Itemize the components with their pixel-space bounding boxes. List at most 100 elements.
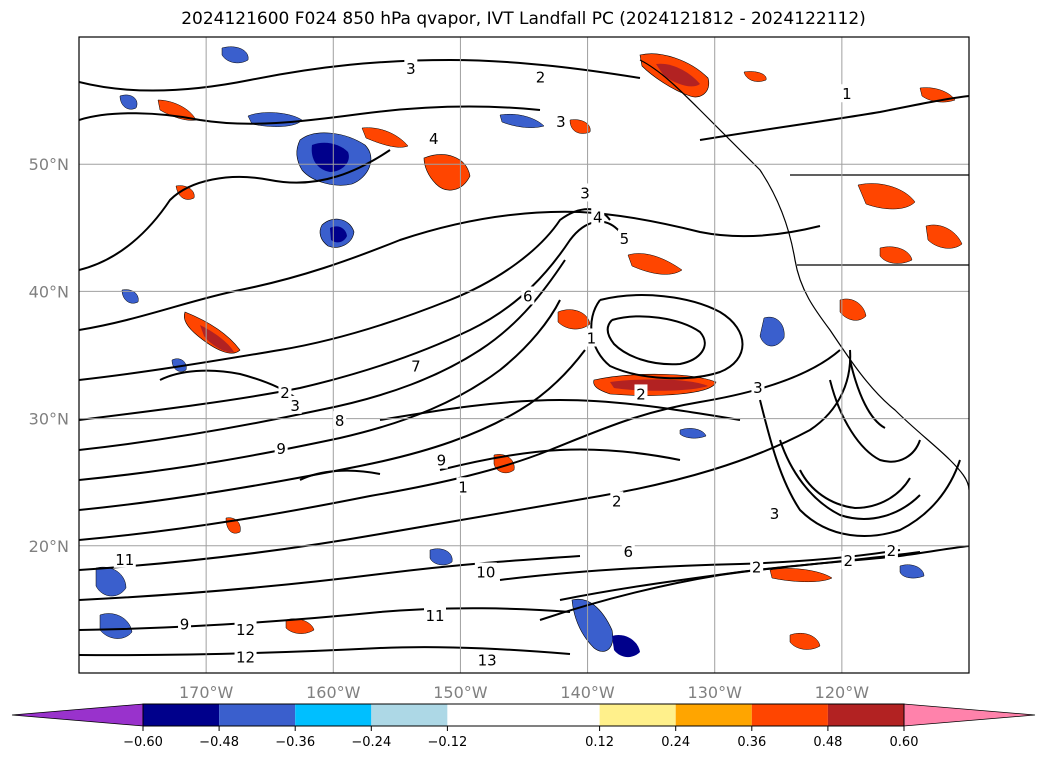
contour-label: 2	[612, 492, 622, 510]
contour-label: 4	[429, 130, 439, 148]
lat-tick-label: 40°N	[29, 282, 69, 301]
contour-label-bg	[476, 650, 499, 669]
contour-label: 3	[753, 379, 763, 397]
contour-label-bg	[621, 542, 635, 561]
lat-tick-label: 50°N	[29, 155, 69, 174]
contour-label: 2	[752, 558, 762, 576]
lon-tick-label: 170°W	[179, 683, 234, 702]
latitude-tick-labels: 20°N 30°N 40°N 50°N	[29, 155, 69, 556]
contour-label: 13	[478, 651, 497, 669]
contour-label-bg	[521, 286, 535, 305]
colorbar-segment	[599, 704, 676, 726]
contour-label-bg	[434, 450, 448, 469]
contour-label: 12	[236, 649, 255, 667]
contour-label: 12	[236, 621, 255, 639]
colorbar-segment	[371, 704, 448, 726]
colorbar-segment	[447, 704, 600, 726]
colorbar-tick-label: 0.12	[585, 735, 614, 750]
contour-label-bg	[884, 540, 898, 559]
contour-line-layer	[79, 58, 969, 657]
contour-label: 9	[276, 440, 286, 458]
contour-label-bg	[427, 128, 441, 147]
contour-label: 11	[115, 551, 134, 569]
lon-tick-label: 160°W	[306, 683, 361, 702]
contour-label: 2	[280, 384, 290, 402]
contour-label-bg	[333, 411, 347, 430]
contour-label-bg	[409, 356, 423, 375]
colorbar-segment	[143, 704, 220, 726]
colorbar-segment	[675, 704, 752, 726]
contour-label-bg	[841, 551, 855, 570]
contour-label-bg	[767, 504, 781, 522]
contour-label-bg	[404, 58, 418, 77]
colorbar-segment	[219, 704, 296, 726]
shaded-anomaly-layer	[95, 46, 963, 658]
colorbar-tick-label: −0.12	[427, 735, 467, 750]
contour-label-bg	[288, 395, 302, 414]
contour-label: 6	[523, 287, 533, 305]
colorbar-tick-label: −0.60	[123, 735, 163, 750]
contour-label: 8	[335, 412, 345, 430]
contour-label: 1	[587, 329, 597, 347]
colorbar-outline	[142, 703, 905, 727]
contour-label: 7	[411, 357, 421, 375]
contour-label: 4	[593, 209, 603, 227]
colorbar-tick-label: −0.24	[351, 735, 391, 750]
contour-label: 2	[536, 69, 546, 87]
colorbar-tick-label: 0.36	[737, 735, 766, 750]
chart-title: 2024121600 F024 850 hPa qvapor, IVT Land…	[181, 9, 866, 29]
colorbar-tick-label: 0.60	[890, 735, 919, 750]
contour-label-bg	[634, 384, 648, 403]
contour-label-bg	[840, 84, 854, 103]
contour-label-bg	[456, 477, 470, 496]
contour-label-bg	[534, 67, 548, 86]
contour-label: 1	[458, 478, 468, 496]
lat-tick-label: 20°N	[29, 537, 69, 556]
coastline-layer	[639, 59, 969, 491]
colorbar-tick-label: 0.24	[661, 735, 690, 750]
contour-label-bg	[750, 557, 764, 576]
contour-label: 3	[290, 397, 300, 415]
contour-label: 9	[437, 452, 447, 470]
contour-label: 2	[843, 552, 853, 570]
contour-label-bg	[578, 183, 592, 202]
contour-label-bg	[278, 383, 292, 402]
lon-tick-label: 140°W	[560, 683, 615, 702]
contour-label: 11	[425, 607, 444, 625]
contour-label-bg	[178, 614, 192, 633]
colorbar-tick-label: 0.48	[813, 735, 842, 750]
colorbar-segment	[751, 704, 828, 726]
contour-label: 3	[580, 184, 590, 202]
colorbar-extend-low	[11, 703, 144, 727]
contour-label: 6	[623, 543, 633, 561]
contour-label: 10	[476, 564, 495, 582]
contour-label-bg	[617, 229, 631, 248]
contour-label: 2	[887, 542, 897, 560]
contour-label: 9	[180, 616, 190, 634]
lon-tick-label: 130°W	[688, 683, 743, 702]
lat-tick-label: 30°N	[29, 410, 69, 429]
contour-label: 1	[842, 85, 852, 103]
contour-label-bg	[234, 619, 257, 638]
colorbar-segment	[827, 704, 904, 726]
colorbar-tick-label: −0.36	[275, 735, 315, 750]
lon-tick-label: 120°W	[815, 683, 870, 702]
colorbar-tick-label: −0.48	[199, 735, 239, 750]
contour-label-bg	[424, 605, 446, 624]
contour-label: 3	[556, 113, 566, 131]
contour-label-bg	[234, 647, 257, 666]
contour-label-bg	[113, 549, 136, 568]
contour-label-bg	[591, 207, 605, 226]
contour-label-bg	[751, 378, 765, 397]
contour-label-bg	[474, 562, 497, 581]
map-frame	[78, 36, 970, 674]
contour-label-bg	[584, 328, 598, 347]
contour-label-bg	[554, 112, 568, 131]
contour-label: 5	[620, 230, 630, 248]
contour-label-bg	[274, 439, 288, 458]
colorbar-extend-high	[903, 703, 1036, 727]
contour-label-bg	[610, 491, 624, 510]
longitude-tick-labels: 170°W 160°W 150°W 140°W 130°W 120°W	[179, 683, 869, 702]
